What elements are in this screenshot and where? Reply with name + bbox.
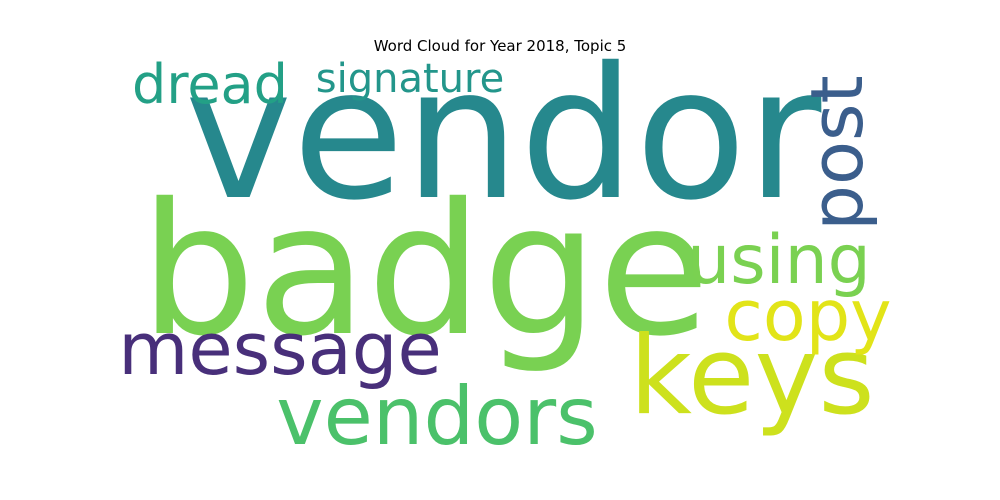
word-message: message	[118, 307, 442, 391]
word-badge: badge	[140, 164, 710, 376]
chart-title: Word Cloud for Year 2018, Topic 5	[373, 37, 627, 55]
word-vendor: vendor	[185, 28, 822, 240]
word-post: post	[795, 75, 879, 231]
word-keys: keys	[629, 314, 874, 439]
word-copy: copy	[724, 275, 891, 357]
word-using: using	[687, 221, 871, 300]
word-dread: dread	[132, 53, 288, 116]
word-signature: signature	[316, 56, 504, 102]
word-vendors: vendors	[276, 370, 598, 463]
